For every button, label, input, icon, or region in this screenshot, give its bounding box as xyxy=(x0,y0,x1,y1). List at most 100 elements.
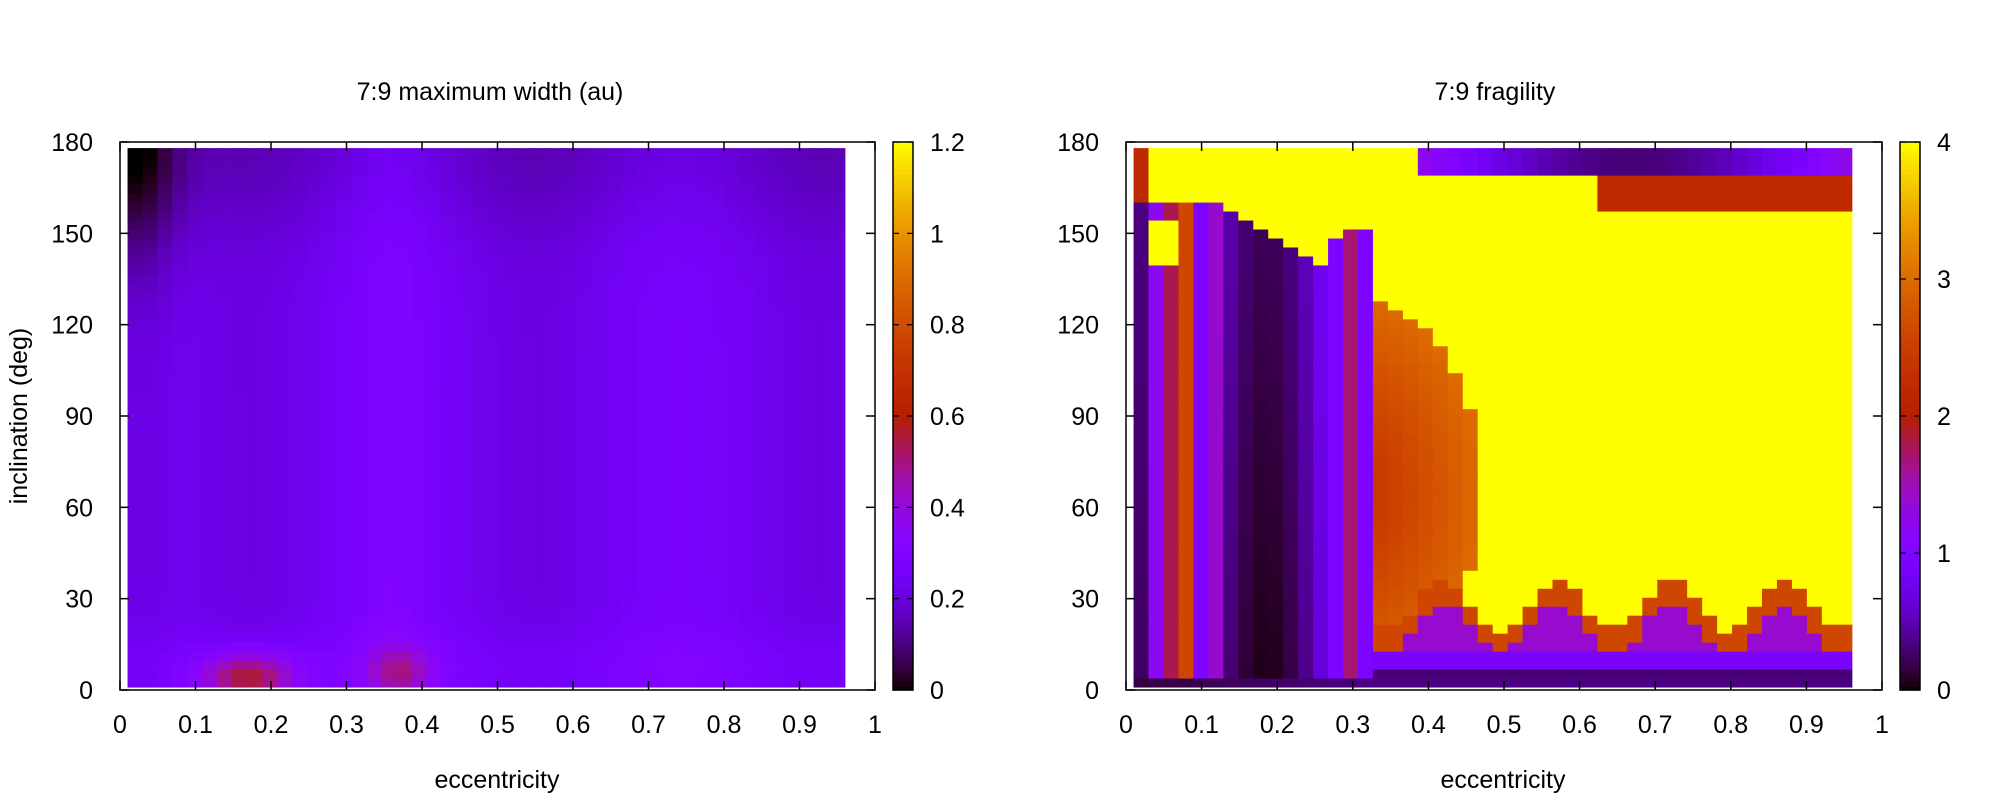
heatmap-cell xyxy=(1432,660,1449,670)
heatmap-cell xyxy=(590,318,607,329)
heatmap-cell xyxy=(829,489,846,499)
heatmap-cell xyxy=(755,534,771,544)
heatmap-cell xyxy=(1507,246,1524,257)
heatmap-cell xyxy=(1328,579,1344,589)
heatmap-cell xyxy=(1223,336,1239,347)
heatmap-cell xyxy=(1133,426,1150,437)
heatmap-cell xyxy=(1238,471,1254,481)
heatmap-cell xyxy=(1432,336,1449,347)
heatmap-cell xyxy=(605,668,622,679)
heatmap-cell xyxy=(1223,471,1239,481)
heatmap-cell xyxy=(1133,677,1150,688)
heatmap-cell xyxy=(680,480,696,490)
heatmap-cell xyxy=(1387,175,1404,185)
heatmap-cell xyxy=(1223,543,1239,553)
heatmap-cell xyxy=(501,184,517,194)
heatmap-cell xyxy=(516,237,532,248)
heatmap-cell xyxy=(157,453,173,464)
heatmap-cell xyxy=(620,363,637,374)
heatmap-cell xyxy=(1193,444,1209,455)
heatmap-cell xyxy=(1417,175,1434,185)
heatmap-cell xyxy=(1133,166,1150,176)
heatmap-cell xyxy=(1537,633,1554,643)
heatmap-cell xyxy=(426,309,442,320)
heatmap-cell xyxy=(516,588,532,598)
heatmap-cell xyxy=(217,157,233,167)
heatmap-cell xyxy=(516,210,532,221)
heatmap-cell xyxy=(1178,157,1195,167)
heatmap-cell xyxy=(710,273,726,284)
heatmap-cell xyxy=(770,597,786,607)
heatmap-cell xyxy=(486,471,502,481)
heatmap-cell xyxy=(1283,210,1299,221)
heatmap-cell xyxy=(1283,309,1299,320)
heatmap-cell xyxy=(127,201,144,212)
heatmap-cell xyxy=(1552,435,1569,446)
heatmap-cell xyxy=(366,570,383,580)
y-tick-label: 30 xyxy=(65,586,93,614)
heatmap-cell xyxy=(665,579,682,589)
heatmap-cell xyxy=(426,588,442,598)
heatmap-cell xyxy=(1402,561,1419,571)
heatmap-cell xyxy=(605,192,622,203)
heatmap-cell xyxy=(202,354,218,365)
heatmap-cell xyxy=(1387,480,1404,490)
heatmap-cell xyxy=(1343,579,1359,589)
heatmap-cell xyxy=(1387,642,1404,652)
heatmap-cell xyxy=(1537,282,1554,293)
heatmap-cell xyxy=(1417,660,1434,670)
heatmap-cell xyxy=(1387,372,1404,383)
heatmap-cell xyxy=(1148,381,1165,392)
heatmap-cell xyxy=(605,660,622,670)
heatmap-cell xyxy=(605,210,622,221)
heatmap-cell xyxy=(247,507,263,517)
heatmap-cell xyxy=(441,543,457,553)
heatmap-cell xyxy=(471,228,487,239)
heatmap-cell xyxy=(306,210,323,221)
heatmap-cell xyxy=(1447,489,1464,499)
heatmap-cell xyxy=(1387,498,1404,508)
heatmap-cell xyxy=(471,435,487,446)
heatmap-cell xyxy=(1208,300,1224,311)
heatmap-cell xyxy=(501,570,517,580)
heatmap-cell xyxy=(187,157,203,167)
heatmap-cell xyxy=(187,552,203,562)
heatmap-cell xyxy=(665,633,682,643)
colorbar-step xyxy=(893,269,913,276)
heatmap-cell xyxy=(471,157,487,167)
heatmap-cell xyxy=(1582,300,1598,311)
heatmap-cell xyxy=(127,552,144,562)
heatmap-cell xyxy=(1492,444,1509,455)
heatmap-cell xyxy=(1567,237,1584,248)
heatmap-cell xyxy=(157,166,173,176)
heatmap-cell xyxy=(1133,291,1150,302)
heatmap-cell xyxy=(187,417,203,428)
heatmap-cell xyxy=(456,219,472,230)
heatmap-cell xyxy=(680,444,696,455)
heatmap-cell xyxy=(172,148,188,158)
heatmap-cell xyxy=(1208,237,1224,248)
heatmap-cell xyxy=(127,624,144,634)
heatmap-cell xyxy=(172,157,188,167)
colorbar-step xyxy=(893,342,913,349)
heatmap-cell xyxy=(531,606,547,616)
heatmap-cell xyxy=(276,534,293,544)
heatmap-cell xyxy=(1208,264,1224,275)
heatmap-cell xyxy=(1477,291,1494,302)
heatmap-cell xyxy=(1462,282,1479,293)
heatmap-cell xyxy=(306,255,323,266)
heatmap-cell xyxy=(411,363,428,374)
heatmap-cell xyxy=(1238,561,1254,571)
heatmap-cell xyxy=(232,677,248,688)
heatmap-cell xyxy=(1328,390,1344,401)
heatmap-cell xyxy=(680,561,696,571)
heatmap-cell xyxy=(396,462,413,473)
heatmap-cell xyxy=(247,372,263,383)
heatmap-cell xyxy=(1298,237,1314,248)
heatmap-cell xyxy=(426,192,442,203)
heatmap-cell xyxy=(1208,372,1224,383)
heatmap-cell xyxy=(695,264,711,275)
heatmap-cell xyxy=(650,228,667,239)
heatmap-cell xyxy=(411,489,428,499)
heatmap-cell xyxy=(829,552,846,562)
